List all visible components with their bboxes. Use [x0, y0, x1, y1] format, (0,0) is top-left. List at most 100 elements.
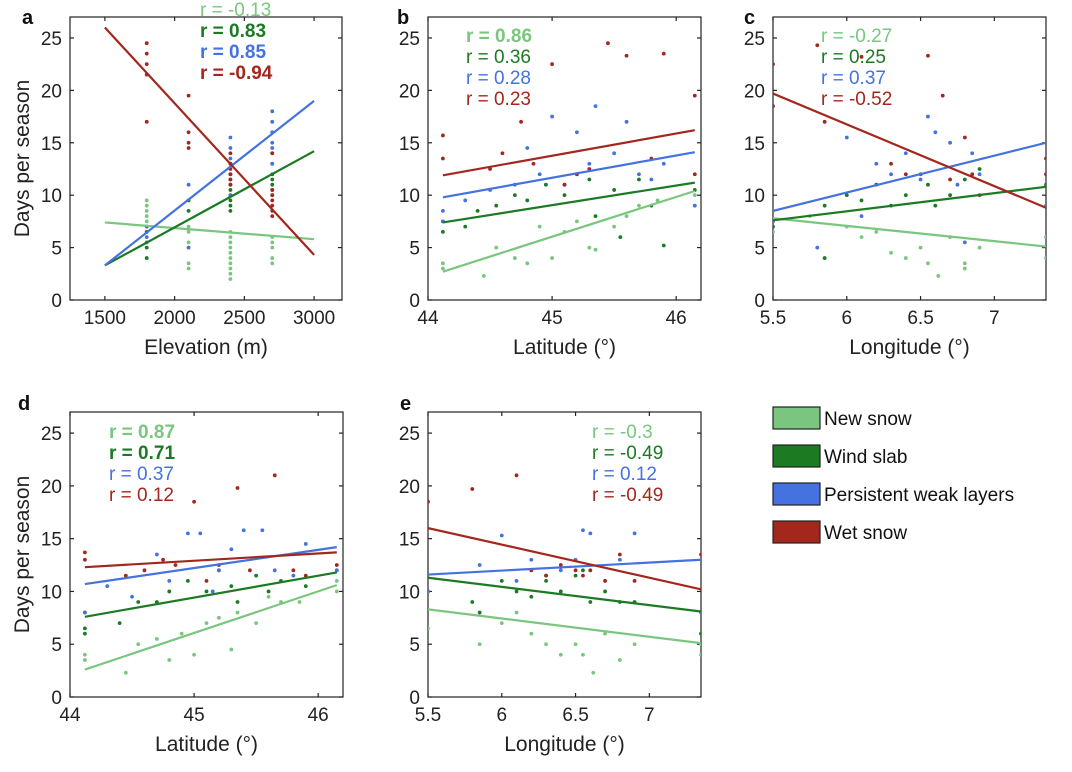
data-point-wet-snow [440, 133, 445, 138]
y-tick-label: 25 [399, 424, 420, 445]
data-point-wind-slab [235, 600, 240, 604]
y-axis-label: Days per season [11, 476, 34, 634]
data-point-wind-slab [512, 193, 517, 198]
data-point-persistent-weak-layers [962, 240, 967, 245]
data-point-wind-slab [266, 589, 271, 594]
y-tick-label: 10 [399, 186, 420, 207]
x-tick-label: 2000 [153, 308, 195, 329]
data-point-wind-slab [270, 177, 275, 182]
trend-line-wet-snow [104, 26, 315, 256]
r-label-new-snow: r = -0.27 [821, 26, 892, 47]
data-point-new-snow [525, 261, 530, 266]
plot-area [773, 43, 1046, 278]
data-point-persistent-weak-layers [291, 573, 296, 578]
y-tick-label: 0 [409, 688, 420, 709]
data-point-wet-snow [940, 93, 945, 98]
y-tick-label: 25 [41, 29, 62, 50]
data-point-persistent-weak-layers [617, 557, 622, 562]
data-point-new-snow [558, 652, 563, 657]
data-point-wind-slab [948, 193, 952, 198]
data-point-wind-slab [962, 177, 967, 182]
data-point-new-snow [499, 621, 504, 626]
data-point-wet-snow [859, 54, 864, 59]
data-point-new-snow [270, 256, 275, 260]
data-point-persistent-weak-layers [933, 130, 938, 135]
data-point-wind-slab [228, 209, 233, 213]
data-point-wind-slab [185, 578, 190, 583]
y-tick-label: 20 [744, 81, 765, 102]
x-tick-label: 6.5 [907, 308, 933, 329]
data-point-new-snow [889, 250, 893, 255]
data-point-persistent-weak-layers [154, 552, 159, 557]
trend-line-wet-snow [84, 551, 337, 569]
data-point-wind-slab [977, 167, 982, 171]
panel-c: 5.5 6 6.5 7 0 5 10 15 20 25 Longitude (°) c r = -0.2… [744, 7, 1047, 359]
data-point-wet-snow [962, 135, 967, 140]
y-tick-label: 5 [409, 635, 420, 656]
data-point-persistent-weak-layers [130, 594, 134, 599]
y-tick-label: 20 [41, 81, 62, 102]
data-point-wind-slab [228, 188, 233, 192]
data-point-wind-slab [494, 203, 499, 208]
data-point-new-snow [186, 261, 191, 266]
x-axis-label: Elevation (m) [144, 336, 268, 359]
data-point-persistent-weak-layers [874, 161, 879, 166]
data-point-new-snow [603, 631, 607, 636]
data-point-wind-slab [603, 589, 607, 594]
data-point-wet-snow [270, 193, 275, 198]
data-point-wet-snow [228, 182, 233, 187]
data-point-wind-slab [82, 631, 87, 636]
data-point-persistent-weak-layers [463, 198, 468, 203]
r-label-wind-slab: r = 0.83 [200, 21, 266, 42]
data-point-wet-snow [144, 51, 149, 56]
data-point-new-snow [1044, 256, 1046, 260]
plot-area [82, 473, 339, 675]
data-point-wind-slab [82, 626, 87, 631]
data-point-new-snow [477, 642, 482, 647]
data-point-wet-snow [235, 486, 240, 490]
legend-label-new-snow: New snow [824, 409, 912, 430]
data-point-persistent-weak-layers [82, 610, 87, 615]
data-point-wind-slab [587, 177, 592, 182]
data-point-wind-slab [470, 600, 475, 604]
data-point-new-snow [179, 631, 184, 636]
data-point-wind-slab [926, 182, 930, 187]
trend-line-wet-snow [428, 527, 701, 591]
trend-line-wind-slab [442, 181, 695, 224]
data-point-wind-slab [558, 589, 563, 594]
x-tick-label: 1500 [84, 308, 126, 329]
data-point-new-snow [591, 670, 596, 675]
data-point-new-snow [228, 277, 233, 281]
x-tick-label: 45 [184, 705, 205, 726]
data-point-wet-snow [903, 172, 908, 177]
data-point-new-snow [977, 245, 982, 250]
data-point-wet-snow [1044, 156, 1046, 161]
x-tick-label: 7 [989, 308, 1000, 329]
r-label-wet-snow: r = -0.52 [821, 89, 892, 110]
data-point-wet-snow [926, 53, 930, 58]
data-point-wind-slab [562, 193, 567, 198]
data-point-new-snow [229, 647, 234, 652]
r-label-wet-snow: r = -0.94 [200, 63, 273, 84]
y-axis-label: Days per season [11, 80, 34, 238]
data-point-wet-snow [270, 188, 275, 192]
legend-swatch-new-snow [772, 406, 821, 430]
data-point-persistent-weak-layers [167, 578, 172, 583]
data-point-new-snow [581, 652, 585, 657]
data-point-new-snow [587, 245, 592, 250]
panel-e: 5.5 6 6.5 7 0 5 10 15 20 25 Longitude (°) e r = -0.3… [399, 393, 702, 756]
data-point-new-snow [266, 594, 271, 599]
data-point-new-snow [575, 219, 579, 224]
data-point-wet-snow [173, 563, 178, 567]
data-point-persistent-weak-layers [270, 161, 275, 166]
data-point-wind-slab [303, 584, 308, 589]
data-point-persistent-weak-layers [303, 542, 308, 546]
data-point-persistent-weak-layers [428, 589, 430, 594]
data-point-new-snow [144, 219, 149, 224]
data-point-persistent-weak-layers [955, 182, 960, 187]
data-point-new-snow [228, 261, 233, 266]
x-axis-label: Longitude (°) [849, 336, 969, 359]
data-point-wet-snow [291, 568, 296, 573]
